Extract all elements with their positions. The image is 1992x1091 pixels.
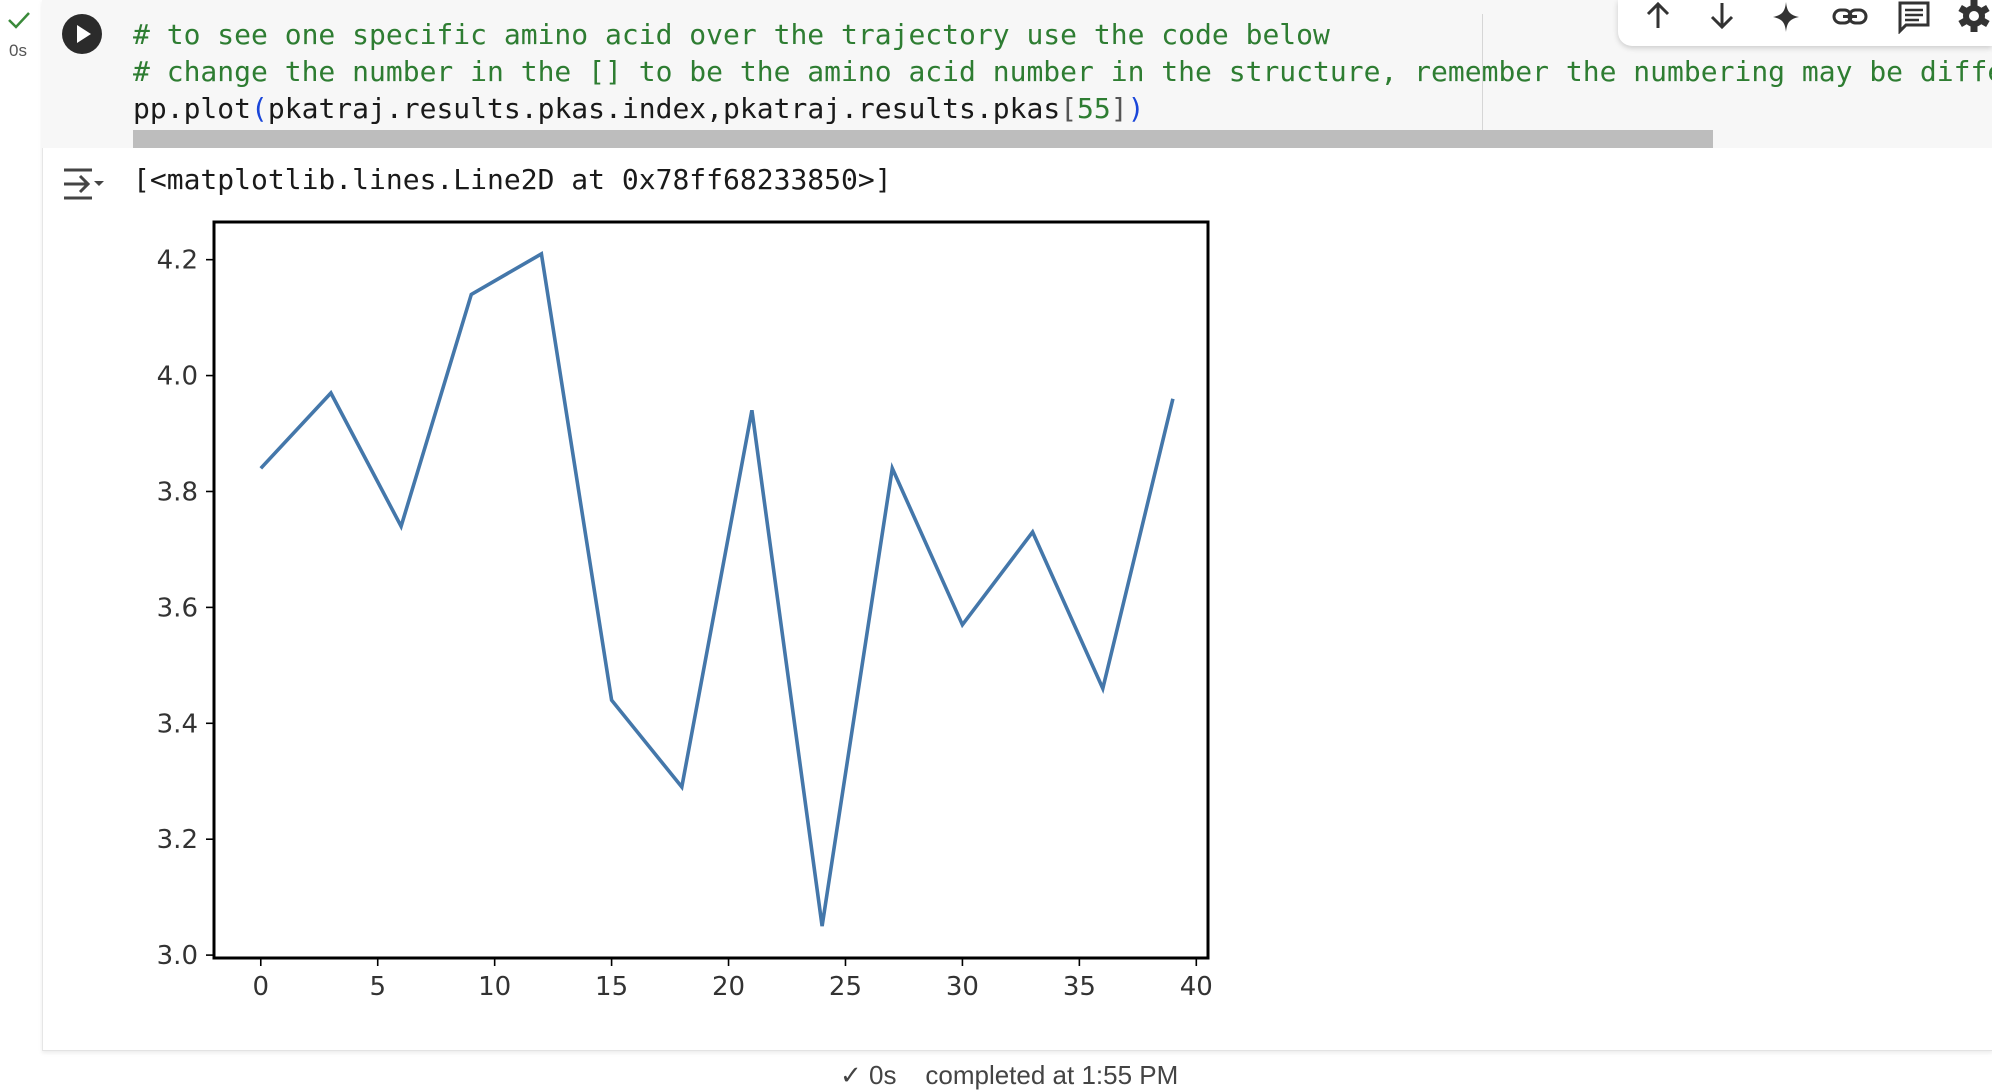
x-tick-label: 5 [369, 972, 386, 1002]
link-icon[interactable] [1828, 0, 1872, 34]
comment-icon[interactable] [1892, 0, 1936, 34]
x-tick-label: 0 [253, 972, 270, 1002]
x-tick-label: 15 [595, 972, 628, 1002]
horizontal-scrollbar[interactable] [133, 130, 1713, 148]
code-left-bracket: [ [1060, 92, 1077, 125]
x-tick-label: 20 [712, 972, 745, 1002]
line-chart: 3.0 3.2 3.4 3.6 3.8 4.0 4.2 0 5 10 15 20 25 30 35 40 [130, 210, 1220, 1015]
y-tick-label: 3.2 [157, 825, 198, 855]
code-right-bracket: ] [1111, 92, 1128, 125]
x-tick-label: 25 [829, 972, 862, 1002]
output-text: [<matplotlib.lines.Line2D at 0x78ff68233… [133, 163, 892, 196]
checkmark-icon [7, 10, 31, 30]
code-line-1[interactable]: # to see one specific amino acid over th… [133, 16, 1330, 53]
cell-gutter: 0s [0, 0, 42, 1050]
x-tick-label: 35 [1063, 972, 1096, 1002]
y-tick-label: 3.6 [157, 593, 198, 623]
code-args: pkatraj.results.pkas.index,pkatraj.resul… [268, 92, 1060, 125]
code-open-paren: ( [251, 92, 268, 125]
arrow-down-icon[interactable] [1700, 0, 1744, 34]
x-tick-label: 30 [946, 972, 979, 1002]
execution-time: 0s [9, 41, 27, 61]
y-tick-label: 3.8 [157, 477, 198, 507]
code-index-number: 55 [1077, 92, 1111, 125]
y-tick-label: 3.0 [157, 941, 198, 971]
code-func: pp.plot [133, 92, 251, 125]
y-tick-label: 3.4 [157, 709, 198, 739]
output-actions-icon[interactable] [62, 165, 106, 203]
play-icon [62, 14, 102, 54]
code-close-paren: ) [1128, 92, 1145, 125]
x-tick-label: 10 [478, 972, 511, 1002]
code-line-3[interactable]: pp.plot(pkatraj.results.pkas.index,pkatr… [133, 90, 1144, 127]
x-tick-label: 40 [1180, 972, 1213, 1002]
ruler-line [1482, 14, 1483, 148]
arrow-up-icon[interactable] [1636, 0, 1680, 34]
cell-toolbar [1618, 0, 1992, 46]
gear-icon[interactable] [1952, 0, 1992, 34]
code-line-2[interactable]: # change the number in the [] to be the … [133, 53, 1992, 90]
y-tick-label: 4.2 [157, 246, 198, 276]
sparkle-icon[interactable] [1764, 0, 1808, 34]
y-tick-label: 4.0 [157, 362, 198, 392]
run-cell-button[interactable] [62, 14, 102, 54]
